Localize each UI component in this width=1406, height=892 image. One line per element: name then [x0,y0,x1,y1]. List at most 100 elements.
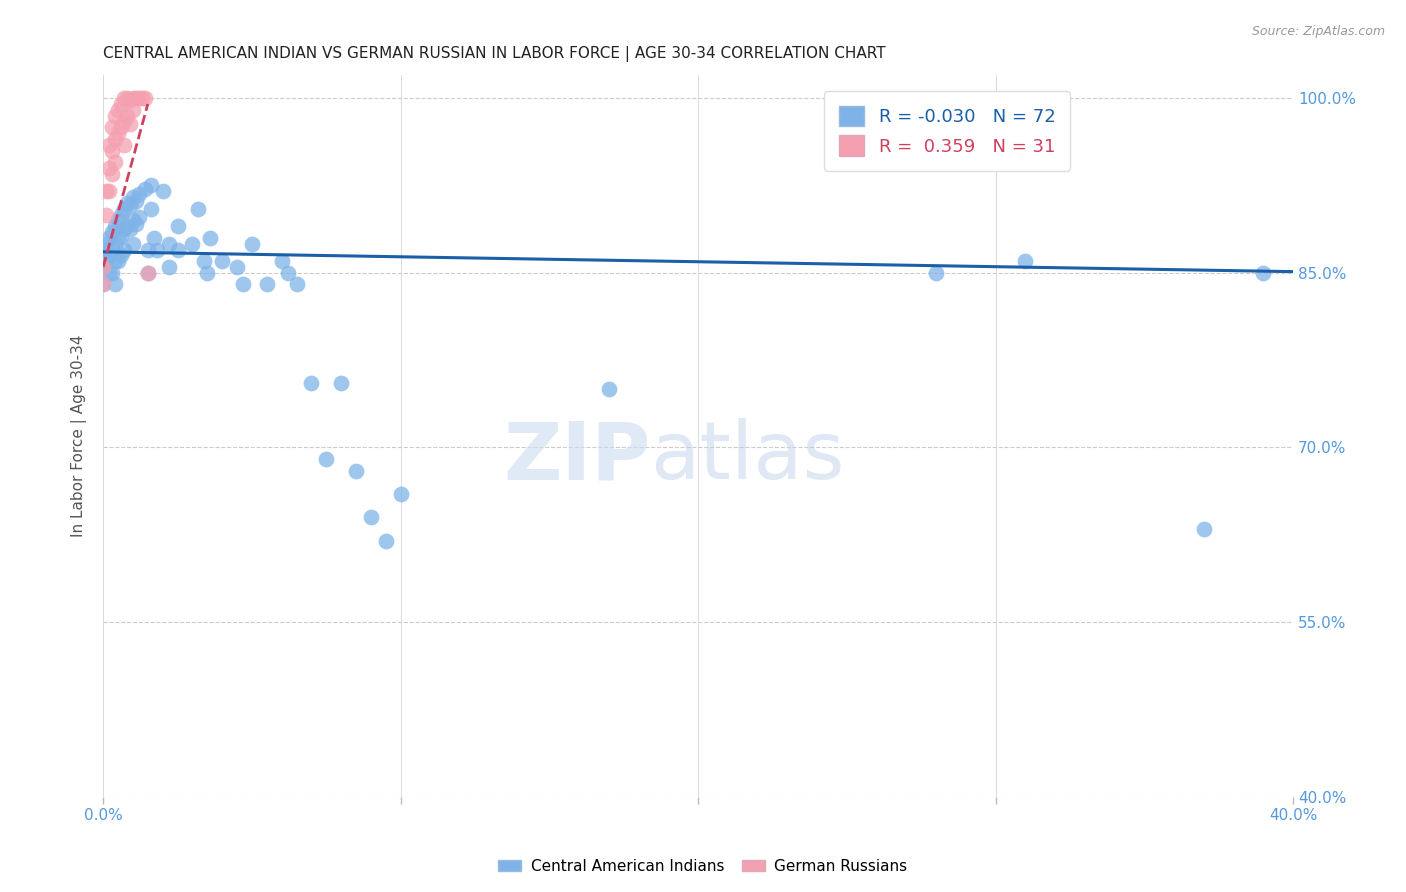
Point [110,97,132,112]
Point [96,236,118,251]
Text: Source: ZipAtlas.com: Source: ZipAtlas.com [1251,25,1385,38]
Point [115,109,138,123]
Point [101,120,124,135]
Point [122,103,145,117]
Point [112,221,135,235]
Point [122,213,145,227]
Point [360,510,382,524]
Point [226,260,249,274]
Point [101,266,124,280]
Point [256,277,278,292]
Point [98,161,121,175]
Point [181,236,204,251]
Point [101,225,124,239]
Point [112,137,135,152]
Text: CENTRAL AMERICAN INDIAN VS GERMAN RUSSIAN IN LABOR FORCE | AGE 30-34 CORRELATION: CENTRAL AMERICAN INDIAN VS GERMAN RUSSIA… [103,46,886,62]
Point [91,260,114,274]
Point [107,103,129,117]
Point [112,114,135,128]
Point [142,231,165,245]
Point [285,277,308,292]
Point [115,196,138,211]
Point [91,243,114,257]
Point [152,184,174,198]
Point [193,254,215,268]
Point [104,277,127,292]
Point [232,277,254,292]
Point [104,254,127,268]
Point [101,167,124,181]
Point [125,91,148,105]
Point [344,464,367,478]
Point [131,91,153,105]
Point [110,248,132,262]
Point [925,266,948,280]
Point [277,266,299,280]
Point [107,231,129,245]
Point [125,194,148,208]
Point [139,178,162,193]
Point [107,126,129,140]
Point [96,254,118,268]
Point [104,236,127,251]
Point [115,91,138,105]
Y-axis label: In Labor Force | Age 30-34: In Labor Force | Age 30-34 [72,334,87,537]
Point [136,266,159,280]
Point [1192,522,1215,536]
Point [157,260,180,274]
Point [112,91,135,105]
Point [145,243,167,257]
Point [330,376,353,391]
Point [136,266,159,280]
Point [118,94,141,108]
Point [98,137,121,152]
Point [110,228,132,243]
Legend: R = -0.030   N = 72, R =  0.359   N = 31: R = -0.030 N = 72, R = 0.359 N = 31 [824,91,1070,170]
Point [166,219,188,234]
Point [200,231,222,245]
Point [107,213,129,227]
Text: atlas: atlas [651,418,845,497]
Point [1014,254,1036,268]
Legend: Central American Indians, German Russians: Central American Indians, German Russian… [492,853,914,880]
Point [104,219,127,234]
Point [104,109,127,123]
Point [128,186,150,201]
Point [98,248,121,262]
Point [134,182,156,196]
Point [315,452,337,467]
Point [101,144,124,158]
Point [101,243,124,257]
Point [104,155,127,169]
Point [389,487,412,501]
Point [91,277,114,292]
Point [374,533,396,548]
Text: ZIP: ZIP [503,418,651,497]
Point [96,184,118,198]
Point [112,202,135,216]
Point [139,202,162,216]
Point [110,208,132,222]
Point [240,236,263,251]
Point [125,217,148,231]
Point [118,221,141,235]
Point [98,231,121,245]
Point [128,91,150,105]
Point [195,266,218,280]
Point [115,219,138,234]
Point [128,210,150,224]
Point [136,243,159,257]
Point [96,208,118,222]
Point [107,254,129,268]
Point [98,184,121,198]
Point [598,382,620,396]
Point [118,117,141,131]
Point [104,132,127,146]
Point [91,260,114,274]
Point [187,202,209,216]
Point [134,91,156,105]
Point [157,236,180,251]
Point [122,236,145,251]
Point [1251,266,1274,280]
Point [122,91,145,105]
